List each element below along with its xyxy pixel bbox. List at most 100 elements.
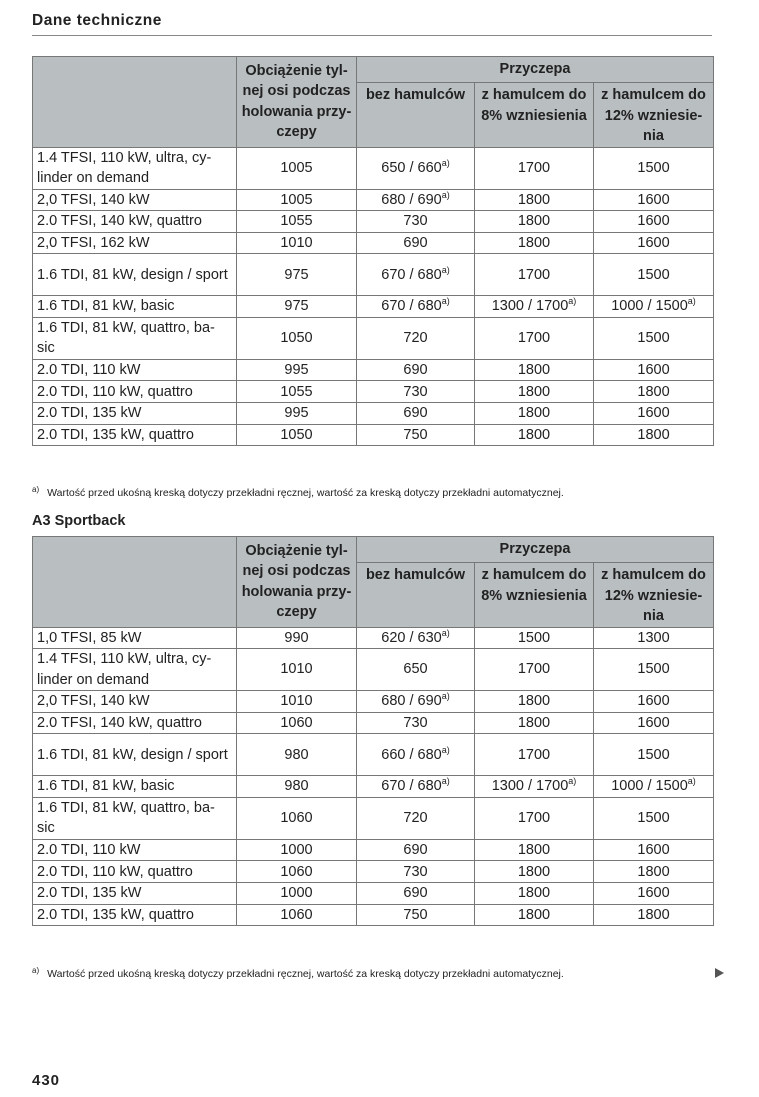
header-empty [32,56,237,148]
value-cell: 1300 / 1700a) [474,775,594,798]
value-cell: 1700 [474,253,594,297]
value-cell: 1800 [474,231,594,255]
value-cell: 1800 [474,882,594,905]
value-cell: 1005 [236,188,357,212]
engine-cell: 2.0 TDI, 110 kW, quattro [32,380,237,404]
value-cell: 1800 [592,903,715,927]
value-cell: 650 / 660a) [356,146,475,190]
table-row: 1.6 TDI, 81 kW, basic 980 670 / 680a) 1300 … [32,775,715,798]
value-cell: 1050 [236,423,357,447]
value-cell: 1600 [592,231,715,255]
header-no-brakes: bez hamulców [356,82,475,148]
value-cell: 690 [356,358,475,382]
value-cell: 1050 [236,316,357,360]
value-cell: 1010 [236,231,357,255]
value-cell: 690 [356,231,475,255]
table-row: 2.0 TDI, 110 kW 995 690 1800 1600 [32,358,715,382]
value-cell: 1500 [592,316,715,360]
engine-cell: 2.0 TFSI, 140 kW, quattro [32,711,237,735]
value-cell: 690 [356,882,475,905]
value-cell: 1800 [474,690,594,713]
value-cell: 995 [236,402,357,425]
value-cell: 1800 [592,423,715,447]
value-cell: 730 [356,380,475,404]
table-row: 1.6 TDI, 81 kW, basic 975 670 / 680a) 1300 … [32,295,715,318]
header-no-brakes: bez hamulców [356,562,475,628]
value-cell: 1300 [592,626,715,650]
value-cell: 1700 [474,733,594,777]
engine-cell: 1.6 TDI, 81 kW, basic [32,775,237,798]
header-brakes-12: z hamulcem do 12% wzniesie-nia [592,562,715,628]
value-cell: 1800 [474,188,594,212]
footnote-ref: a) [568,776,577,787]
table-row: 2,0 TFSI, 140 kW 1010 680 / 690a) 1800 1600 [32,690,715,713]
value-cell: 1800 [474,903,594,927]
footnote-ref: a) [441,691,450,702]
value-cell: 1800 [474,711,594,735]
value-cell: 1800 [474,210,594,233]
header-axle-load: Obciążenie tyl-nej osi podczas holowania… [236,56,357,148]
value-cell: 1600 [592,210,715,233]
arrow-right-icon[interactable] [715,968,724,978]
value-cell: 1600 [592,711,715,735]
value-cell: 1700 [474,796,594,840]
value-cell: 660 / 680a) [356,733,475,777]
engine-cell: 2.0 TDI, 135 kW, quattro [32,903,237,927]
table-row: 2.0 TFSI, 140 kW, quattro 1060 730 1800 1600 [32,711,715,735]
value-cell: 1055 [236,210,357,233]
value-cell: 1010 [236,690,357,713]
table-row: 2.0 TFSI, 140 kW, quattro 1055 730 1800 1600 [32,210,715,233]
title-divider [32,35,712,36]
engine-cell: 1.6 TDI, 81 kW, design / sport [32,253,237,297]
value-cell: 1300 / 1700a) [474,295,594,318]
table-row: 2.0 TDI, 135 kW, quattro 1060 750 1800 1800 [32,903,715,927]
value-cell: 1500 [592,648,715,692]
footnote: a) Wartość przed ukośną kreską dotyczy pr… [32,485,564,500]
header-brakes-8: z hamulcem do 8% wzniesienia [474,82,594,148]
table-row: 1,0 TFSI, 85 kW 990 620 / 630a) 1500 1300 [32,626,715,650]
value-cell: 730 [356,860,475,884]
table-row: 2.0 TDI, 135 kW 995 690 1800 1600 [32,402,715,425]
value-cell: 1700 [474,316,594,360]
value-cell: 670 / 680a) [356,295,475,318]
table-row: 2.0 TDI, 110 kW, quattro 1055 730 1800 1800 [32,380,715,404]
value-cell: 1000 / 1500a) [592,295,715,318]
engine-cell: 2,0 TFSI, 140 kW [32,690,237,713]
table-row: 1.4 TFSI, 110 kW, ultra, cy-linder on de… [32,146,715,190]
header-axle-load: Obciążenie tyl-nej osi podczas holowania… [236,536,357,628]
footnote-ref: a) [441,296,450,307]
header-trailer: Przyczepa [355,536,715,563]
table-row: 1.6 TDI, 81 kW, quattro, ba-sic 1060 720 17… [32,796,715,840]
table-row: 1.6 TDI, 81 kW, design / sport 975 670 / 6… [32,253,715,297]
value-cell: 1000 [236,882,357,905]
footnote-ref: a) [441,264,450,275]
value-cell: 1600 [592,838,715,862]
value-cell: 1060 [236,796,357,840]
table-row: 2.0 TDI, 135 kW, quattro 1050 750 1800 1800 [32,423,715,447]
engine-cell: 2.0 TFSI, 140 kW, quattro [32,210,237,233]
value-cell: 690 [356,838,475,862]
page-title: Dane techniczne [32,12,162,29]
footnote-ref: a) [441,157,450,168]
engine-cell: 2.0 TDI, 135 kW, quattro [32,423,237,447]
footnote-ref: a) [441,744,450,755]
value-cell: 995 [236,358,357,382]
table-row: 1.6 TDI, 81 kW, quattro, ba-sic 1050 720 17… [32,316,715,360]
value-cell: 620 / 630a) [356,626,475,650]
value-cell: 1600 [592,690,715,713]
engine-cell: 2,0 TFSI, 140 kW [32,188,237,212]
engine-cell: 2.0 TDI, 135 kW [32,882,237,905]
value-cell: 980 [236,775,357,798]
value-cell: 670 / 680a) [356,253,475,297]
value-cell: 1800 [592,380,715,404]
value-cell: 1800 [592,860,715,884]
table-row: 2,0 TFSI, 140 kW 1005 680 / 690a) 1800 1600 [32,188,715,212]
value-cell: 1500 [592,253,715,297]
header-brakes-8: z hamulcem do 8% wzniesienia [474,562,594,628]
header-brakes-12: z hamulcem do 12% wzniesie-nia [592,82,715,148]
value-cell: 990 [236,626,357,650]
value-cell: 1800 [474,358,594,382]
value-cell: 1060 [236,903,357,927]
value-cell: 1600 [592,882,715,905]
value-cell: 1000 / 1500a) [592,775,715,798]
